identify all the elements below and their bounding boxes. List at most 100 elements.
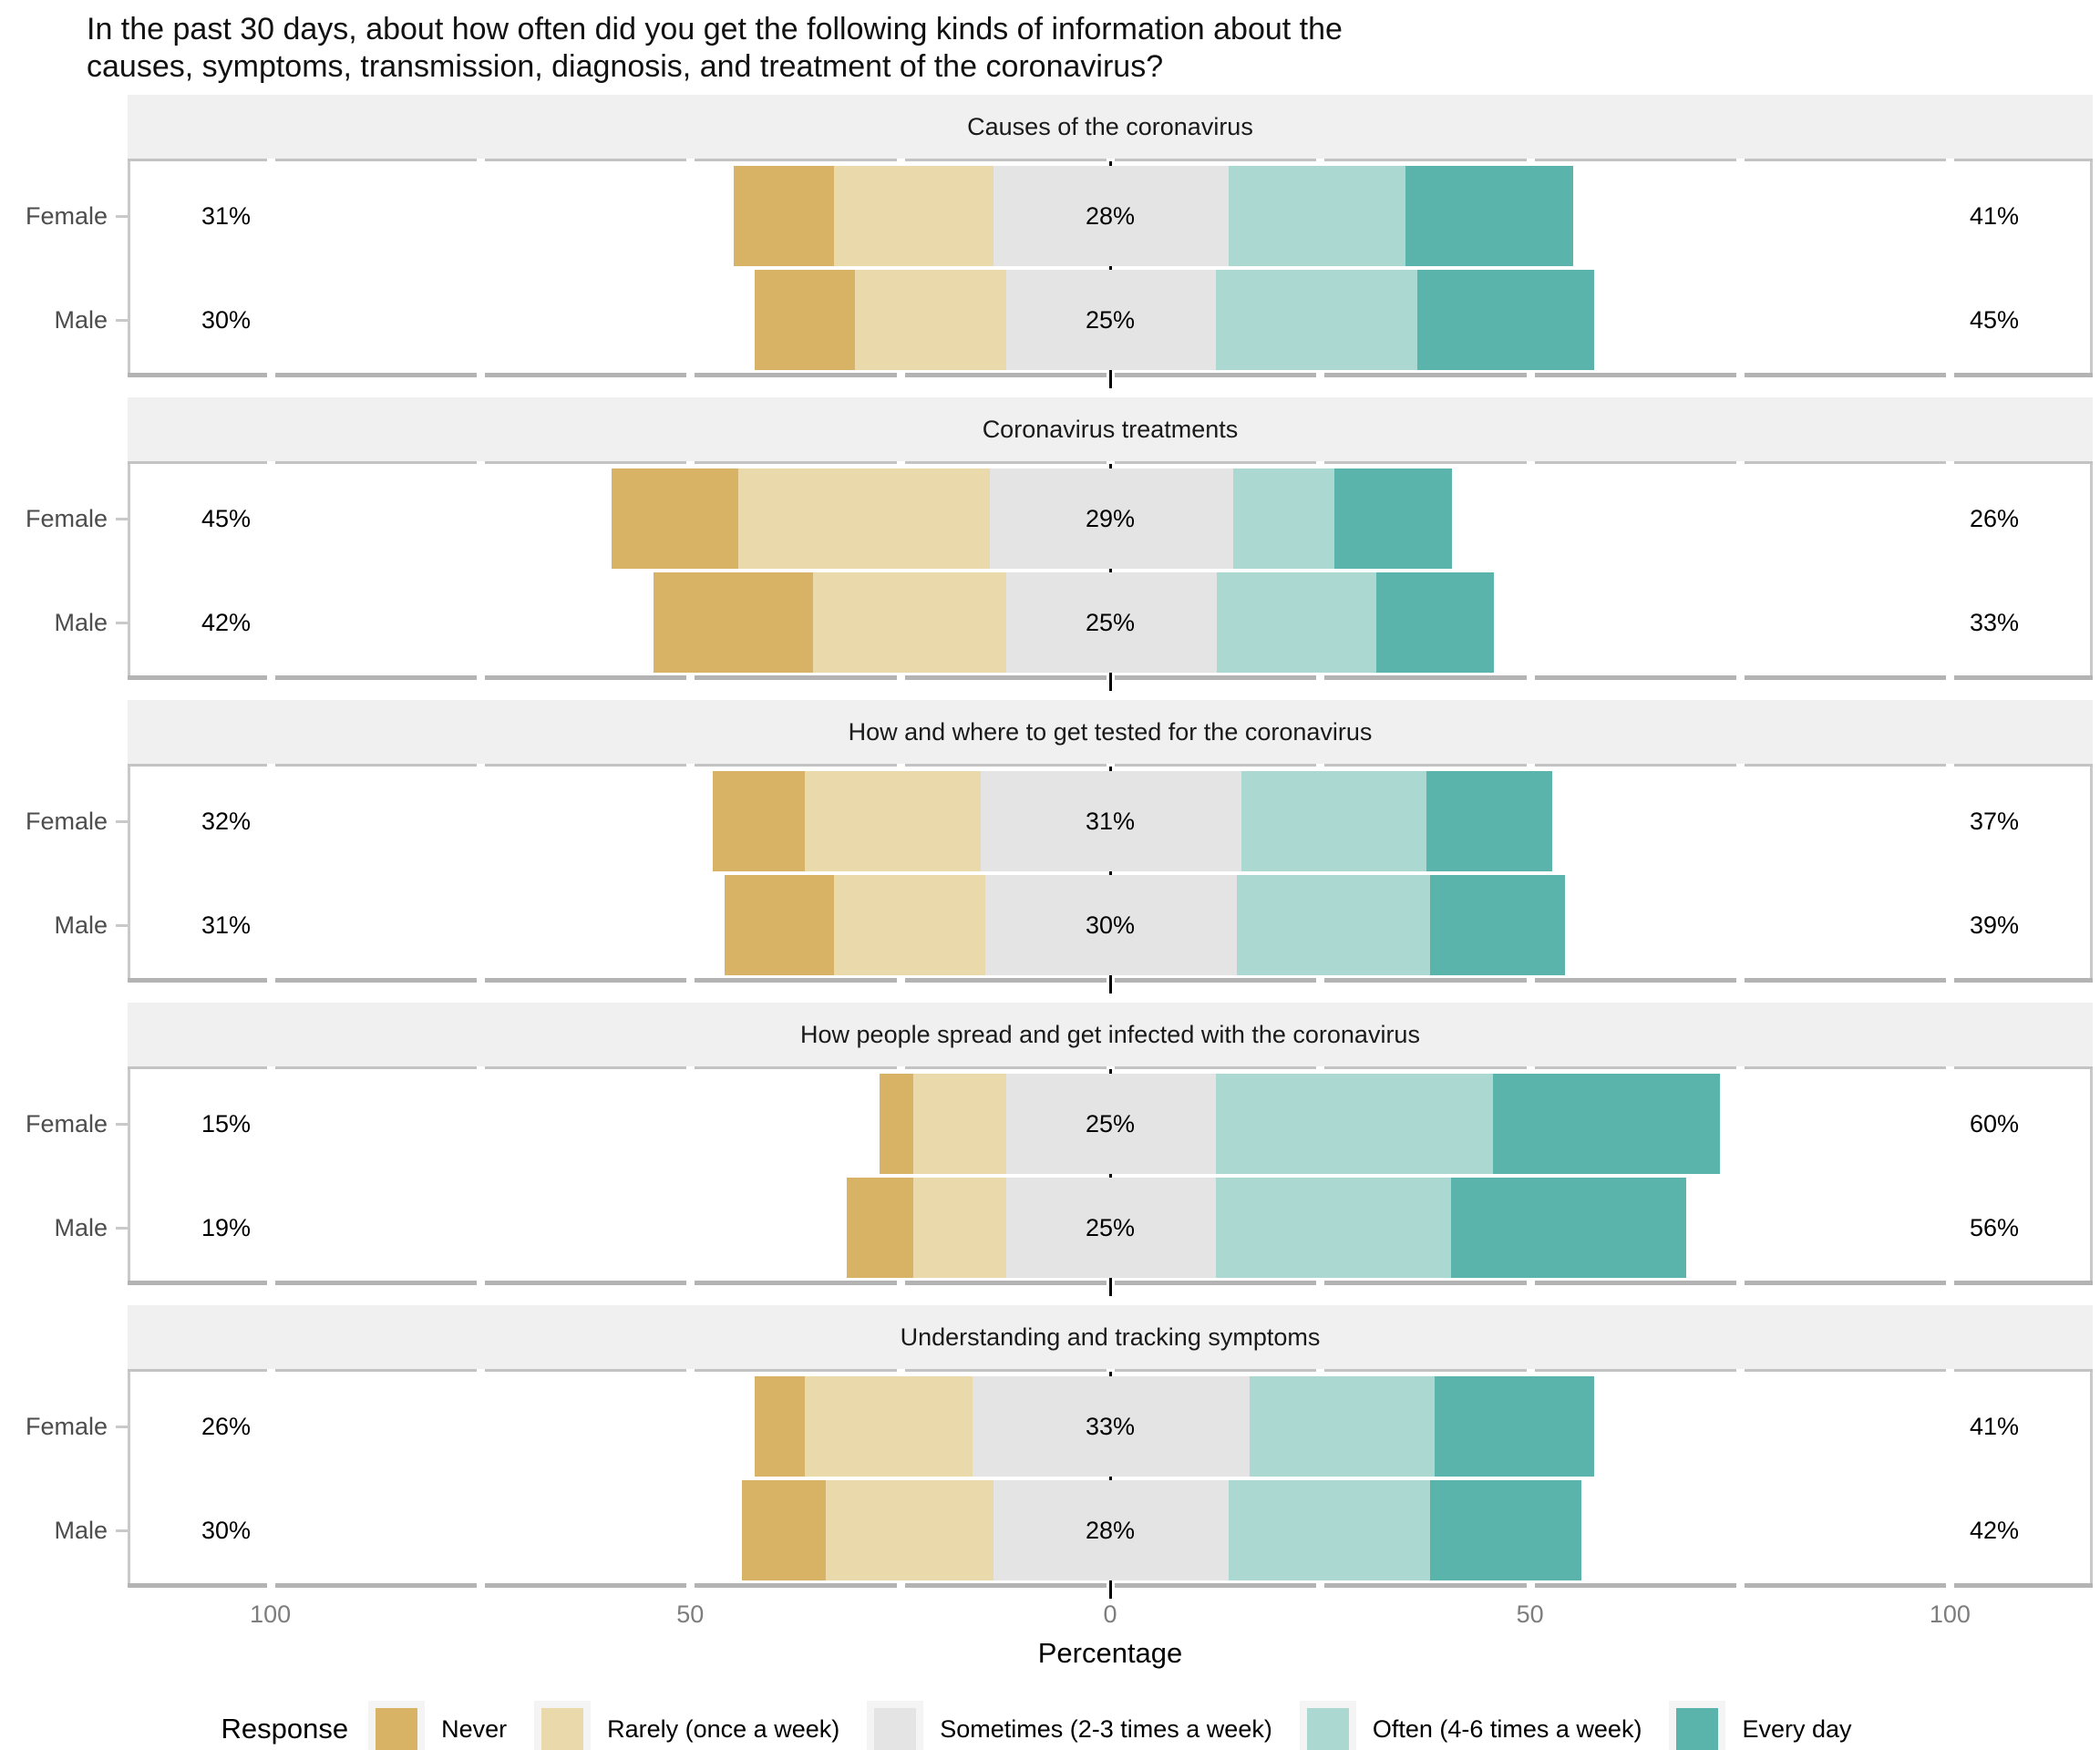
segment-rarely bbox=[913, 1074, 1006, 1174]
middle-label: 33% bbox=[1085, 1413, 1136, 1440]
panel-border-top bbox=[128, 159, 2093, 161]
segment-never bbox=[654, 572, 814, 673]
group-label-male: Male bbox=[54, 306, 108, 334]
border-tick-gap bbox=[1316, 764, 1325, 767]
border-tick-gap bbox=[686, 1066, 695, 1069]
segment-never bbox=[612, 468, 738, 569]
segment-every-day bbox=[1450, 1178, 1686, 1278]
stacked-bar bbox=[754, 1376, 1594, 1477]
border-tick-gap bbox=[1736, 1583, 1745, 1588]
border-tick-gap bbox=[896, 978, 905, 983]
panel-strip: Causes of the coronavirus bbox=[128, 95, 2093, 159]
border-tick-gap bbox=[476, 1281, 485, 1285]
panels-container: Causes of the coronavirus Female Male 31% 28… bbox=[0, 95, 2100, 1608]
border-tick-gap bbox=[1526, 373, 1535, 377]
zero-reference-line bbox=[1108, 766, 1112, 981]
legend-swatch-icon bbox=[874, 1708, 917, 1750]
border-tick-gap bbox=[1107, 159, 1115, 161]
panel-0: Causes of the coronavirus Female Male 31% 28… bbox=[0, 95, 2100, 388]
border-tick-gap bbox=[686, 675, 695, 680]
group-axis-tick bbox=[116, 1426, 129, 1428]
border-tick-gap bbox=[1316, 675, 1325, 680]
bar-row-female: 45% 29% 26% bbox=[130, 468, 2090, 569]
border-tick-gap bbox=[266, 461, 275, 464]
segment-often bbox=[1241, 771, 1426, 871]
border-tick-gap bbox=[1946, 373, 1955, 377]
stacked-bar bbox=[846, 1178, 1686, 1278]
group-axis-tick bbox=[116, 622, 129, 624]
border-tick-gap bbox=[1316, 1281, 1325, 1285]
panel-strip-title: Understanding and tracking symptoms bbox=[900, 1323, 1321, 1351]
border-tick-gap bbox=[1107, 764, 1115, 767]
segment-never bbox=[754, 1376, 805, 1477]
x-axis-title: Percentage bbox=[1037, 1637, 1183, 1669]
panel-strip: How people spread and get infected with … bbox=[128, 1003, 2093, 1066]
left-total-label: 30% bbox=[201, 306, 252, 334]
panel-strip: Coronavirus treatments bbox=[128, 397, 2093, 461]
group-label-female: Female bbox=[25, 1413, 108, 1440]
border-tick-gap bbox=[1526, 1066, 1535, 1069]
right-total-label: 33% bbox=[1969, 609, 2020, 636]
segment-often bbox=[1233, 468, 1334, 569]
border-tick-gap bbox=[1526, 675, 1535, 680]
border-tick-gap bbox=[1107, 461, 1115, 464]
right-total-label: 26% bbox=[1969, 505, 2020, 532]
border-tick-gap bbox=[896, 764, 905, 767]
border-tick-gap bbox=[896, 1066, 905, 1069]
panel-strip: Understanding and tracking symptoms bbox=[128, 1305, 2093, 1369]
middle-label: 28% bbox=[1085, 1517, 1136, 1544]
legend-swatch-icon bbox=[1306, 1708, 1349, 1750]
x-tick-label: 50 bbox=[676, 1601, 705, 1628]
segment-often bbox=[1216, 270, 1418, 370]
segment-never bbox=[733, 166, 835, 266]
border-tick-gap bbox=[476, 1369, 485, 1372]
right-total-label: 37% bbox=[1969, 808, 2020, 835]
border-tick-gap bbox=[1526, 764, 1535, 767]
segment-rarely bbox=[834, 875, 985, 975]
border-tick-gap bbox=[1736, 159, 1745, 161]
right-total-label: 39% bbox=[1969, 911, 2020, 939]
left-total-label: 26% bbox=[201, 1413, 252, 1440]
border-tick-gap bbox=[1736, 675, 1745, 680]
segment-sometimes bbox=[1005, 1178, 1216, 1278]
x-axis: 100 50 0 50 100 Percentage bbox=[0, 1601, 2100, 1669]
border-tick-gap bbox=[896, 159, 905, 161]
bar-row-female: 15% 25% 60% bbox=[130, 1074, 2090, 1174]
middle-label: 25% bbox=[1085, 1214, 1136, 1241]
bar-row-male: 42% 25% 33% bbox=[130, 572, 2090, 673]
border-tick-gap bbox=[1946, 159, 1955, 161]
bar-row-male: 30% 25% 45% bbox=[130, 270, 2090, 370]
legend-title: Response bbox=[221, 1713, 349, 1745]
group-axis-tick bbox=[116, 820, 129, 823]
border-tick-gap bbox=[1316, 978, 1325, 983]
group-axis-tick bbox=[116, 1529, 129, 1532]
zero-reference-line bbox=[1108, 1068, 1112, 1283]
border-tick-gap bbox=[686, 373, 695, 377]
group-label-male: Male bbox=[54, 911, 108, 939]
segment-every-day bbox=[1333, 468, 1452, 569]
border-tick-gap bbox=[266, 1281, 275, 1285]
segment-sometimes bbox=[984, 875, 1238, 975]
border-tick-gap bbox=[686, 978, 695, 983]
left-total-label: 31% bbox=[201, 202, 252, 230]
segment-sometimes bbox=[1005, 270, 1217, 370]
segment-sometimes bbox=[989, 468, 1234, 569]
border-tick-gap bbox=[476, 764, 485, 767]
border-tick-gap bbox=[266, 1583, 275, 1588]
legend-swatch-icon bbox=[541, 1708, 584, 1750]
zero-reference-line bbox=[1108, 463, 1112, 678]
stacked-bar bbox=[654, 572, 1494, 673]
segment-rarely bbox=[813, 572, 1007, 673]
panel-border-top bbox=[128, 1066, 2093, 1069]
border-tick-gap bbox=[266, 1066, 275, 1069]
x-tick-label: 0 bbox=[1103, 1601, 1117, 1628]
segment-rarely bbox=[804, 1376, 973, 1477]
segment-never bbox=[741, 1480, 826, 1580]
border-tick-gap bbox=[1736, 373, 1745, 377]
border-tick-gap bbox=[1946, 1583, 1955, 1588]
border-tick-gap bbox=[686, 1369, 695, 1372]
legend: Response Never Rarely (once a week) Someti… bbox=[0, 1701, 2100, 1750]
segment-every-day bbox=[1375, 572, 1494, 673]
legend-key bbox=[1299, 1701, 1356, 1750]
left-total-label: 45% bbox=[201, 505, 252, 532]
